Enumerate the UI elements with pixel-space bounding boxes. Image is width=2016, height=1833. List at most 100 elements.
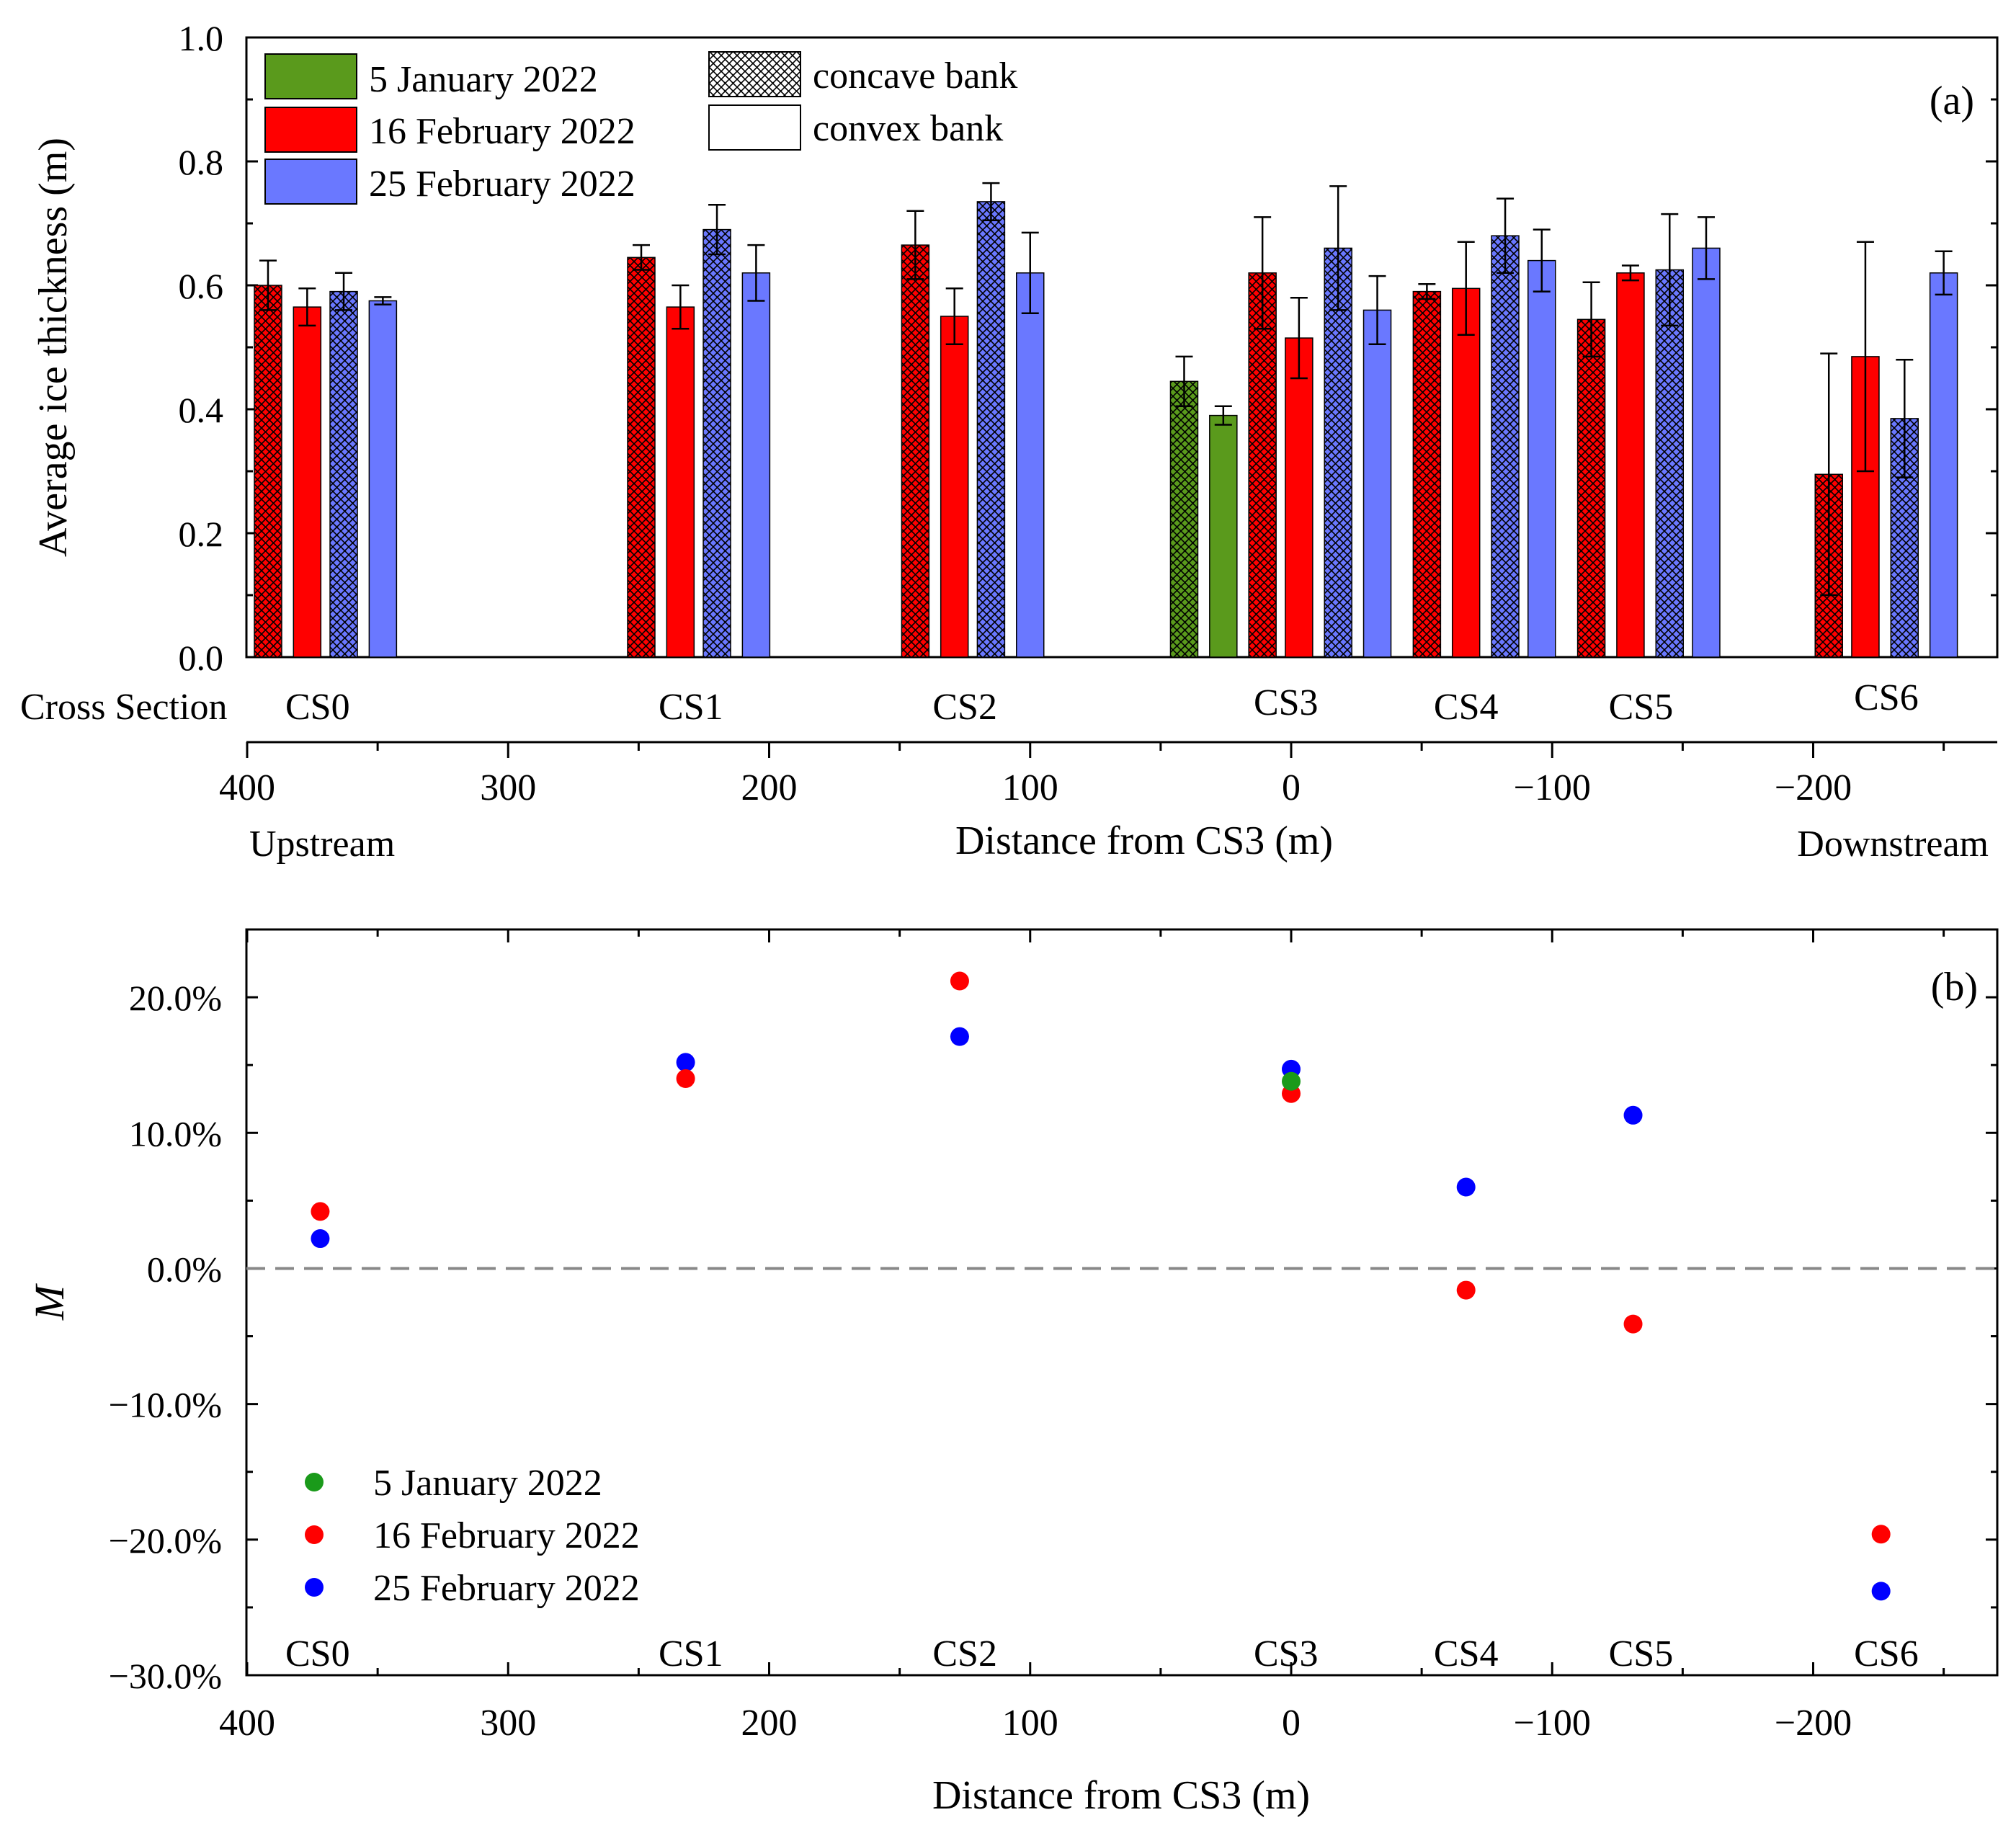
b-ytick-label: 10.0% xyxy=(129,1113,222,1154)
legend-label-convex: convex bank xyxy=(813,108,1003,149)
bar-fill xyxy=(1209,414,1238,658)
bar-cs3-convex xyxy=(1209,405,1238,658)
bar-cs3-concave xyxy=(1169,355,1199,658)
bar-hatch xyxy=(1491,236,1520,657)
a-cs-label: CS2 xyxy=(932,687,997,728)
legend-label-feb25: 25 February 2022 xyxy=(373,1568,640,1609)
data-point-jan xyxy=(1282,1071,1301,1091)
bar-cs5-concave xyxy=(1576,281,1606,658)
bar-cs0-concave xyxy=(329,272,358,658)
panel-a-x-tick-labels: 400 300 200 100 0 −100 −200 xyxy=(219,767,1852,808)
bar-cs0-convex xyxy=(368,296,398,658)
a-xtick-label: 400 xyxy=(219,767,275,808)
bar-cs3-concave xyxy=(1248,216,1277,658)
data-point-feb16 xyxy=(950,971,969,991)
bar-cs4-concave xyxy=(1412,283,1442,658)
panel-a-cross-section-labels: CS0 CS1 CS2 CS3 CS4 CS5 CS6 xyxy=(285,677,1919,728)
data-point-feb16 xyxy=(676,1069,695,1088)
b-cs-label: CS5 xyxy=(1609,1633,1674,1674)
panel-b-points xyxy=(311,971,1891,1601)
bar-fill xyxy=(741,272,771,658)
bar-cs6-concave xyxy=(1890,358,1919,658)
legend-swatch-feb25 xyxy=(264,159,357,205)
legend-label-jan: 5 January 2022 xyxy=(373,1463,602,1504)
bar-cs4-concave xyxy=(1491,197,1520,658)
downstream-label: Downstream xyxy=(1797,824,1989,865)
a-xtick-label: −200 xyxy=(1775,767,1852,808)
legend-label-concave: concave bank xyxy=(813,55,1017,97)
a-cs-label: CS5 xyxy=(1609,687,1674,728)
bar-cs2-convex xyxy=(940,287,969,658)
bar-fill xyxy=(1527,259,1556,658)
legend-swatch-convex xyxy=(708,104,801,151)
b-xtick-label: 100 xyxy=(1002,1703,1058,1744)
bar-cs6-convex xyxy=(1929,250,1958,658)
panel-b-frame xyxy=(245,928,1999,1677)
bar-cs6-concave xyxy=(1814,352,1843,658)
bar-cs3-convex xyxy=(1362,275,1392,658)
a-cs-label: CS0 xyxy=(285,687,350,728)
bar-fill xyxy=(368,300,398,658)
bar-hatch xyxy=(1413,291,1441,657)
bar-hatch xyxy=(1324,248,1352,657)
panel-a-ylabel: Average ice thickness (m) xyxy=(31,138,76,557)
b-xtick-label: 0 xyxy=(1282,1703,1301,1744)
a-xtick-label: 300 xyxy=(480,767,536,808)
legend-label-feb16: 16 February 2022 xyxy=(373,1515,640,1556)
bar-hatch xyxy=(330,291,358,657)
panel-b-label: (b) xyxy=(1931,965,1978,1009)
bar-fill xyxy=(666,306,695,658)
bar-hatch xyxy=(977,201,1005,657)
b-xtick-label: 200 xyxy=(741,1703,798,1744)
bar-fill xyxy=(1929,272,1958,658)
a-cs-label: CS4 xyxy=(1434,687,1499,728)
panel-b-xlabel: Distance from CS3 (m) xyxy=(932,1773,1310,1818)
bar-cs1-convex xyxy=(666,284,695,658)
bar-fill xyxy=(293,306,322,658)
panel-a: (a) Average ice thickness (m) 0.0 0.2 0.… xyxy=(20,18,1999,865)
b-cs-label: CS2 xyxy=(932,1633,997,1674)
b-ytick-label: 0.0% xyxy=(147,1249,222,1289)
bar-fill xyxy=(1362,309,1392,658)
bar-cs2-concave xyxy=(976,182,1006,658)
bar-cs0-concave xyxy=(254,259,282,658)
legend-swatch-concave xyxy=(708,51,801,97)
b-ytick-label: −20.0% xyxy=(109,1520,222,1561)
bar-cs5-convex xyxy=(1616,264,1645,658)
legend-dot-feb25 xyxy=(305,1578,324,1597)
bar-cs4-convex xyxy=(1451,241,1481,658)
panel-b-ylabel: M xyxy=(26,1283,73,1321)
a-xtick-label: 0 xyxy=(1282,767,1301,808)
data-point-feb16 xyxy=(311,1202,330,1221)
a-xtick-label: −100 xyxy=(1514,767,1591,808)
upstream-label: Upstream xyxy=(249,824,395,865)
data-point-feb25 xyxy=(950,1027,969,1046)
a-ytick-label: 0.0 xyxy=(179,638,224,678)
bar-fill xyxy=(1451,287,1481,658)
data-point-feb25 xyxy=(1456,1177,1476,1197)
bar-hatch xyxy=(254,285,282,657)
b-ytick-label: −30.0% xyxy=(109,1656,222,1696)
bar-hatch xyxy=(1249,272,1277,657)
legend-label-feb25: 25 February 2022 xyxy=(369,164,635,205)
data-point-feb16 xyxy=(1623,1314,1643,1334)
bar-fill xyxy=(940,316,969,658)
b-xtick-label: 400 xyxy=(219,1703,275,1744)
a-xtick-label: 100 xyxy=(1002,767,1058,808)
legend-label-feb16: 16 February 2022 xyxy=(369,111,635,152)
b-xtick-label: −100 xyxy=(1514,1703,1591,1744)
panel-b: (b) M 20.0% 10.0% 0.0% −10.0% −20.0% −30… xyxy=(26,928,1999,1818)
panel-b-legend: 5 January 2022 16 February 2022 25 Febru… xyxy=(305,1463,640,1609)
legend-label-jan: 5 January 2022 xyxy=(369,59,598,100)
bar-cs6-convex xyxy=(1851,241,1880,658)
a-ytick-label: 0.8 xyxy=(179,142,224,182)
legend-dot-jan xyxy=(305,1473,324,1491)
b-cs-label: CS0 xyxy=(285,1633,350,1674)
bar-hatch xyxy=(901,245,929,658)
b-cs-label: CS6 xyxy=(1854,1633,1919,1674)
a-ytick-label: 1.0 xyxy=(179,18,224,58)
bar-hatch xyxy=(1656,269,1684,657)
legend-dot-feb16 xyxy=(305,1525,324,1544)
bar-cs5-convex xyxy=(1692,216,1721,658)
